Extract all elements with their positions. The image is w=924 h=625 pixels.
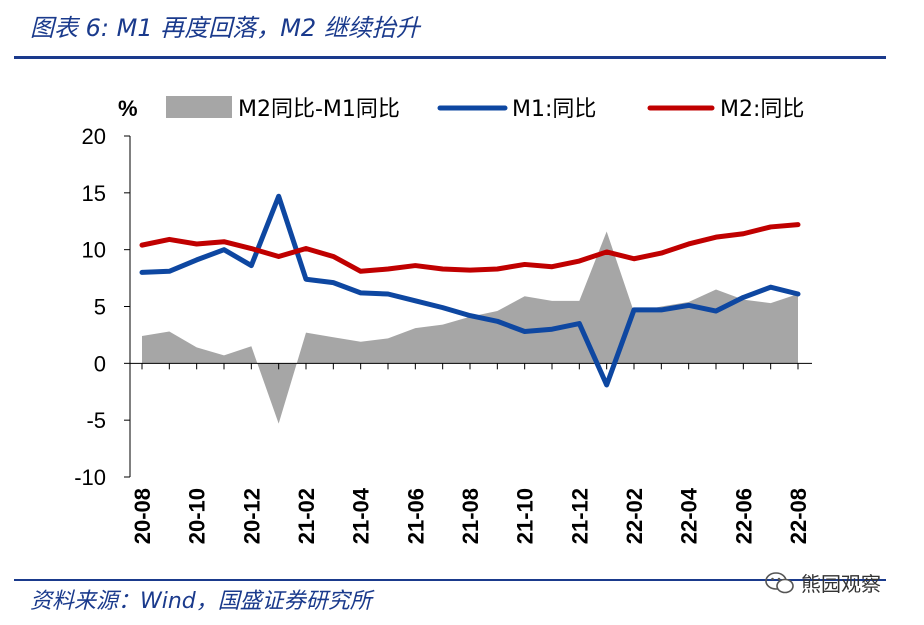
x-tick-label: 20-08 [130,488,155,544]
watermark: 熊园观察 [765,568,881,597]
x-tick-label: 21-06 [403,488,428,544]
y-unit-label: % [118,96,138,121]
legend-swatch-area [166,96,232,118]
source-note: 资料来源：Wind，国盛证券研究所 [30,589,372,614]
x-tick-label: 22-02 [622,488,647,544]
area-series-m2-minus-m1 [142,231,798,424]
y-tick-label: -5 [86,408,106,433]
y-tick-label: -10 [74,465,106,490]
chart-title: 图表 6: M1 再度回落，M2 继续抬升 [30,14,420,42]
x-tick-label: 22-06 [731,488,756,544]
y-tick-label: 15 [82,181,106,206]
watermark-text: 熊园观察 [801,572,881,596]
y-tick-label: 5 [94,295,106,320]
y-tick-label: 0 [94,351,106,376]
legend-label-area: M2同比-M1同比 [238,97,400,122]
y-tick-label: 10 [82,238,106,263]
x-tick-label: 22-04 [677,487,702,544]
legend-label-m2: M2:同比 [720,97,804,122]
title-rule [14,56,886,59]
wechat-icon [765,571,794,593]
x-tick-label: 21-02 [294,488,319,544]
x-tick-label: 22-08 [786,488,811,544]
line-series-m1 [139,193,801,388]
legend-label-m1: M1:同比 [512,97,596,122]
x-tick-label: 21-12 [567,488,592,544]
x-tick-label: 20-10 [185,488,210,544]
source-rule [14,579,886,581]
x-tick-label: 21-10 [513,488,538,544]
y-tick-label: 20 [82,124,106,149]
x-tick-label: 21-08 [458,488,483,544]
line-series-m2 [139,222,801,274]
x-tick-label: 21-04 [349,487,374,544]
x-tick-label: 20-12 [239,488,264,544]
